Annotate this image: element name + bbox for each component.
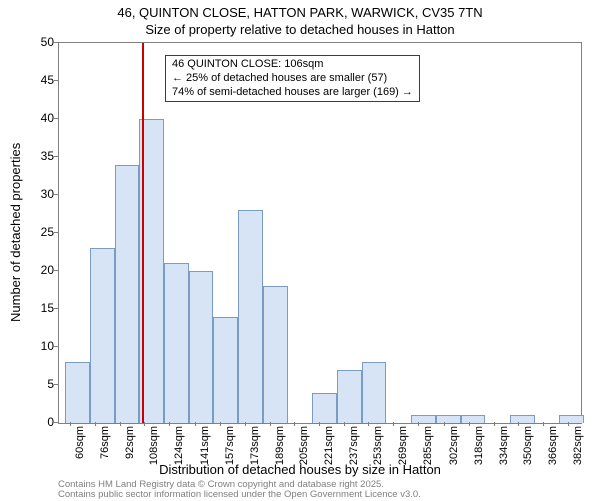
- x-tick: [393, 422, 394, 426]
- x-tick-label: 141sqm: [199, 426, 211, 468]
- x-tick: [319, 422, 320, 426]
- histogram-bar: [559, 415, 584, 423]
- y-tick-label: 35: [24, 149, 54, 163]
- y-tick-label: 5: [24, 377, 54, 391]
- x-tick: [195, 422, 196, 426]
- reference-line: [142, 43, 144, 423]
- annotation-line2: ← 25% of detached houses are smaller (57…: [172, 72, 413, 86]
- x-tick: [344, 422, 345, 426]
- y-axis-label: Number of detached properties: [8, 142, 23, 321]
- x-tick-label: 221sqm: [323, 426, 335, 468]
- histogram-bar: [337, 370, 362, 423]
- histogram-bar: [90, 248, 115, 423]
- x-tick-label: 205sqm: [298, 426, 310, 468]
- histogram-bar: [263, 286, 288, 423]
- annotation-line3: 74% of semi-detached houses are larger (…: [172, 86, 413, 100]
- x-tick: [70, 422, 71, 426]
- y-tick-label: 50: [24, 35, 54, 49]
- histogram-bar: [461, 415, 486, 423]
- x-tick-label: 157sqm: [224, 426, 236, 468]
- plot-area: 46 QUINTON CLOSE: 106sqm ← 25% of detach…: [58, 42, 582, 424]
- y-tick-label: 20: [24, 263, 54, 277]
- x-tick-label: 173sqm: [249, 426, 261, 468]
- x-tick-label: 285sqm: [422, 426, 434, 468]
- x-tick-label: 382sqm: [572, 426, 584, 468]
- y-tick: [54, 308, 58, 309]
- x-tick: [95, 422, 96, 426]
- x-tick-label: 189sqm: [274, 426, 286, 468]
- y-tick: [54, 80, 58, 81]
- x-tick: [120, 422, 121, 426]
- x-tick: [270, 422, 271, 426]
- histogram-bar: [312, 393, 337, 423]
- x-tick-label: 366sqm: [547, 426, 559, 468]
- x-tick-label: 237sqm: [348, 426, 360, 468]
- histogram-bar: [510, 415, 535, 423]
- chart-container: 46, QUINTON CLOSE, HATTON PARK, WARWICK,…: [0, 0, 600, 500]
- x-tick-label: 334sqm: [498, 426, 510, 468]
- x-tick: [169, 422, 170, 426]
- y-tick: [54, 422, 58, 423]
- histogram-bar: [65, 362, 90, 423]
- histogram-bar: [238, 210, 263, 423]
- annotation-line1: 46 QUINTON CLOSE: 106sqm: [172, 58, 413, 72]
- x-tick: [368, 422, 369, 426]
- title-line-1: 46, QUINTON CLOSE, HATTON PARK, WARWICK,…: [0, 5, 600, 20]
- y-tick-label: 30: [24, 187, 54, 201]
- histogram-bar: [213, 317, 238, 423]
- histogram-bar: [411, 415, 436, 423]
- x-tick-label: 350sqm: [522, 426, 534, 468]
- y-tick-label: 10: [24, 339, 54, 353]
- y-tick: [54, 194, 58, 195]
- y-tick-label: 40: [24, 111, 54, 125]
- x-tick-label: 108sqm: [148, 426, 160, 468]
- x-tick: [418, 422, 419, 426]
- x-tick-label: 318sqm: [473, 426, 485, 468]
- x-tick: [469, 422, 470, 426]
- y-tick: [54, 384, 58, 385]
- x-tick: [518, 422, 519, 426]
- histogram-bar: [164, 263, 189, 423]
- y-tick: [54, 346, 58, 347]
- histogram-bar: [115, 165, 140, 423]
- y-tick: [54, 118, 58, 119]
- y-tick: [54, 232, 58, 233]
- x-tick-label: 124sqm: [173, 426, 185, 468]
- x-tick: [543, 422, 544, 426]
- y-tick: [54, 270, 58, 271]
- title-line-2: Size of property relative to detached ho…: [0, 22, 600, 37]
- x-tick-label: 269sqm: [397, 426, 409, 468]
- y-tick-label: 25: [24, 225, 54, 239]
- y-tick-label: 0: [24, 415, 54, 429]
- histogram-bar: [362, 362, 387, 423]
- x-tick: [220, 422, 221, 426]
- x-tick-label: 76sqm: [99, 426, 111, 468]
- footer-line2: Contains public sector information licen…: [58, 490, 421, 500]
- x-tick: [444, 422, 445, 426]
- y-tick: [54, 42, 58, 43]
- histogram-bar: [189, 271, 214, 423]
- x-tick: [494, 422, 495, 426]
- x-tick-label: 60sqm: [74, 426, 86, 468]
- y-tick-label: 45: [24, 73, 54, 87]
- y-tick-label: 15: [24, 301, 54, 315]
- footer-attribution: Contains HM Land Registry data © Crown c…: [58, 480, 421, 501]
- x-tick: [568, 422, 569, 426]
- histogram-bar: [436, 415, 461, 423]
- x-tick-label: 92sqm: [124, 426, 136, 468]
- x-tick-label: 302sqm: [448, 426, 460, 468]
- y-tick: [54, 156, 58, 157]
- annotation-box: 46 QUINTON CLOSE: 106sqm ← 25% of detach…: [165, 55, 420, 102]
- x-tick: [144, 422, 145, 426]
- x-tick-label: 253sqm: [372, 426, 384, 468]
- x-tick: [245, 422, 246, 426]
- x-tick: [294, 422, 295, 426]
